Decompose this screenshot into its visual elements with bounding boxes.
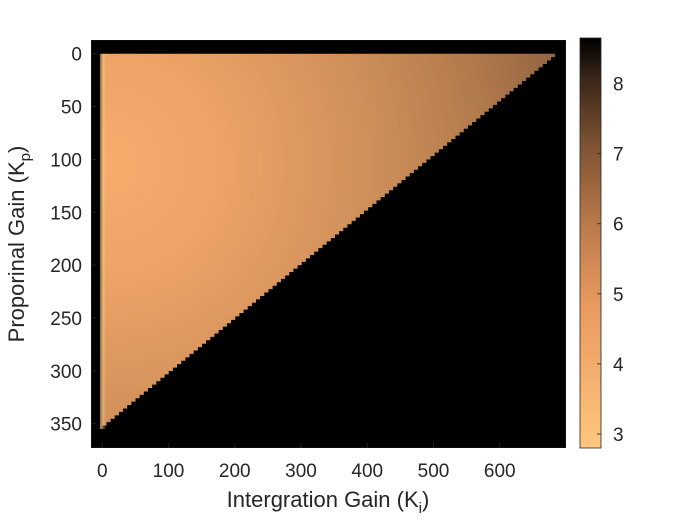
stable-region (102, 53, 560, 429)
x-tick-label: 200 (219, 461, 251, 482)
colorbar (579, 37, 602, 449)
y-tick-label: 50 (61, 98, 82, 119)
colorbar-tick-label: 8 (613, 75, 624, 96)
y-tick-label: 350 (50, 415, 82, 436)
x-axis-label: Intergration Gain (Ki) (227, 487, 430, 517)
plot-area (91, 40, 566, 448)
y-tick-label: 150 (50, 203, 82, 224)
stable-region-edge (100, 53, 107, 429)
y-tick-label: 200 (50, 256, 82, 277)
colorbar-ticks: 3 4 5 6 7 8 (597, 75, 624, 446)
y-tick-label: 250 (50, 309, 82, 330)
y-axis-label: Proporinal Gain (Kp) (4, 146, 34, 343)
x-tick-label: 500 (418, 461, 450, 482)
y-tick-label: 100 (50, 150, 82, 171)
y-axis: 0 50 100 150 200 250 300 350 (50, 45, 96, 436)
x-tick-label: 300 (285, 461, 317, 482)
colorbar-tick-label: 5 (613, 285, 624, 306)
colorbar-tick-label: 6 (613, 215, 624, 236)
x-tick-label: 600 (484, 461, 516, 482)
y-tick-label: 0 (71, 45, 82, 66)
colorbar-tick-label: 3 (613, 425, 624, 446)
x-tick-label: 0 (97, 461, 108, 482)
x-tick-label: 100 (153, 461, 185, 482)
colorbar-tick-label: 4 (613, 355, 624, 376)
colorbar-tick-label: 7 (613, 145, 624, 166)
x-axis: 0 100 200 300 400 500 600 (97, 443, 516, 482)
x-tick-label: 400 (351, 461, 383, 482)
y-tick-label: 300 (50, 362, 82, 383)
